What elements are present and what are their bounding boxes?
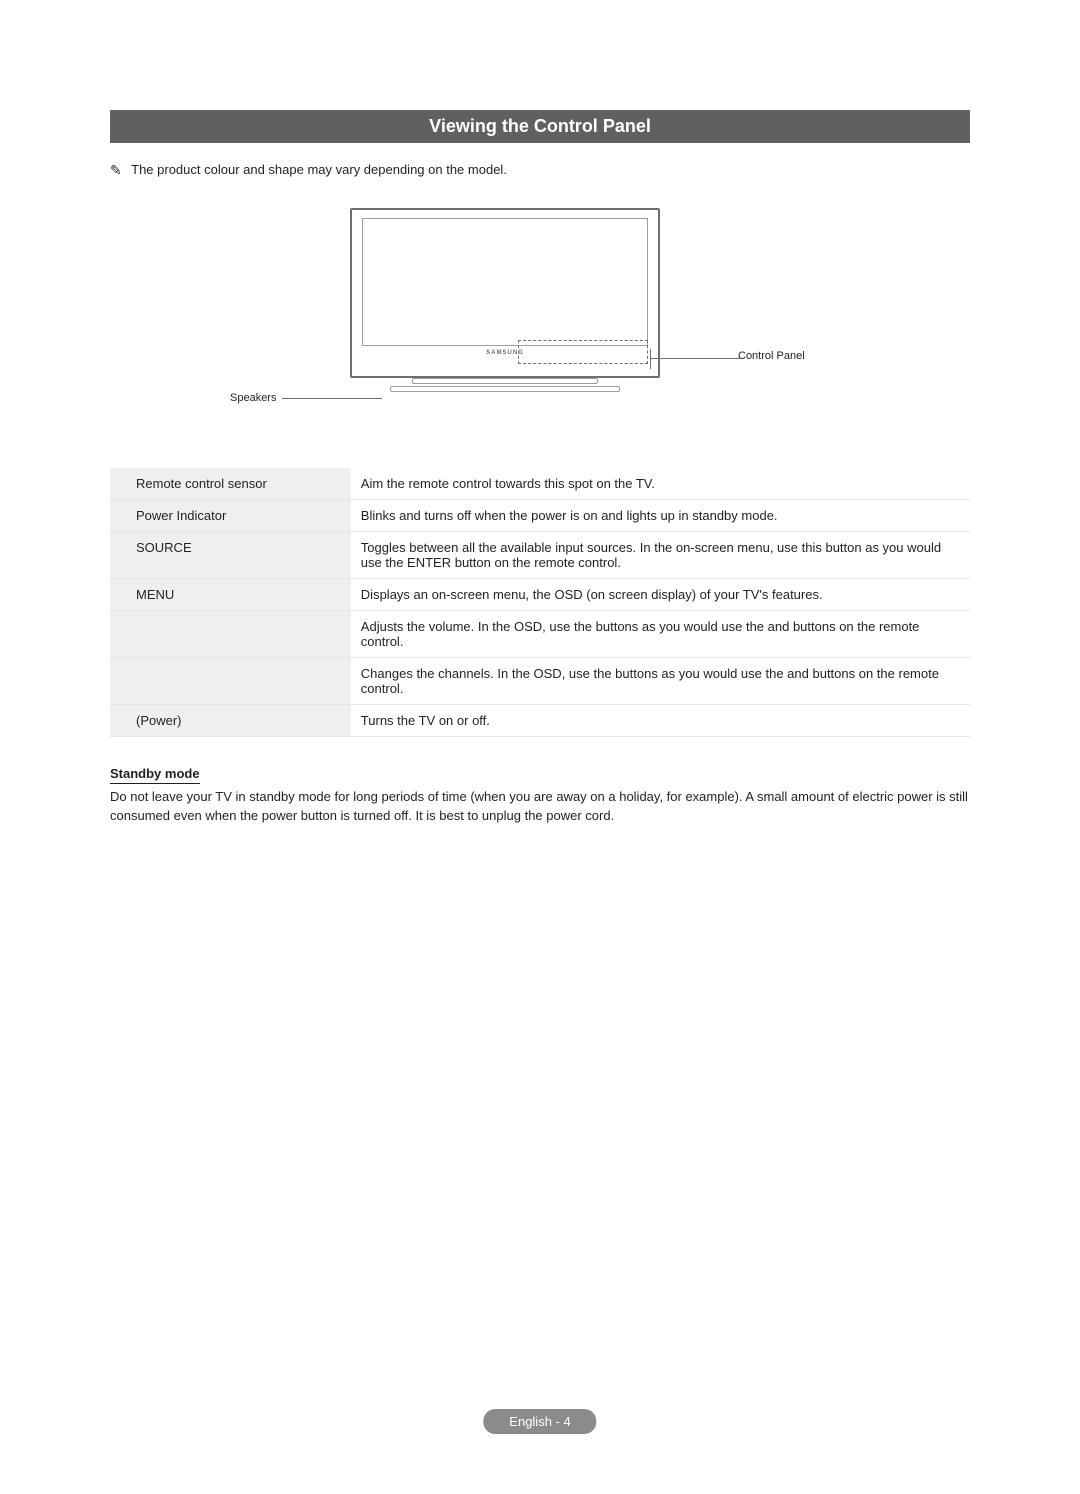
row-desc: Turns the TV on or off. [351,705,970,737]
callout-line-right [650,358,740,359]
table-row: (Power) Turns the TV on or off. [110,705,970,737]
table-row: SOURCE Toggles between all the available… [110,532,970,579]
row-key: (Power) [110,705,351,737]
note-text: The product colour and shape may vary de… [131,162,507,177]
row-desc: Toggles between all the available input … [351,532,970,579]
control-table: Remote control sensor Aim the remote con… [110,468,970,737]
row-desc: Changes the channels. In the OSD, use th… [351,658,970,705]
table-row: Changes the channels. In the OSD, use th… [110,658,970,705]
row-key: Power Indicator [110,500,351,532]
callout-line-left [282,398,382,399]
table-row: Adjusts the volume. In the OSD, use the … [110,611,970,658]
control-panel-highlight [518,340,648,364]
tv-stand [412,378,598,384]
row-desc: Blinks and turns off when the power is o… [351,500,970,532]
standby-section: Standby mode Do not leave your TV in sta… [110,765,970,826]
section-title: Viewing the Control Panel [110,110,970,143]
page-footer: English - 4 [483,1409,596,1434]
callout-speakers: Speakers [230,392,276,404]
note-icon: ✎ [110,162,122,179]
note-line: ✎ The product colour and shape may vary … [110,161,970,178]
row-desc: Displays an on-screen menu, the OSD (on … [351,579,970,611]
row-desc: Adjusts the volume. In the OSD, use the … [351,611,970,658]
tv-shape: SAMSUNG [350,208,660,398]
page: Viewing the Control Panel ✎ The product … [0,0,1080,826]
callout-control-panel: Control Panel [738,350,805,362]
row-key [110,658,351,705]
table-row: MENU Displays an on-screen menu, the OSD… [110,579,970,611]
row-key: SOURCE [110,532,351,579]
row-key [110,611,351,658]
tv-screen [362,218,648,346]
row-desc: Aim the remote control towards this spot… [351,468,970,500]
row-key: Remote control sensor [110,468,351,500]
tv-base [390,386,620,392]
standby-body: Do not leave your TV in standby mode for… [110,788,970,826]
row-key: MENU [110,579,351,611]
standby-heading: Standby mode [110,766,200,784]
tv-diagram: SAMSUNG Control Panel Speakers [110,208,970,428]
table-row: Remote control sensor Aim the remote con… [110,468,970,500]
table-row: Power Indicator Blinks and turns off whe… [110,500,970,532]
